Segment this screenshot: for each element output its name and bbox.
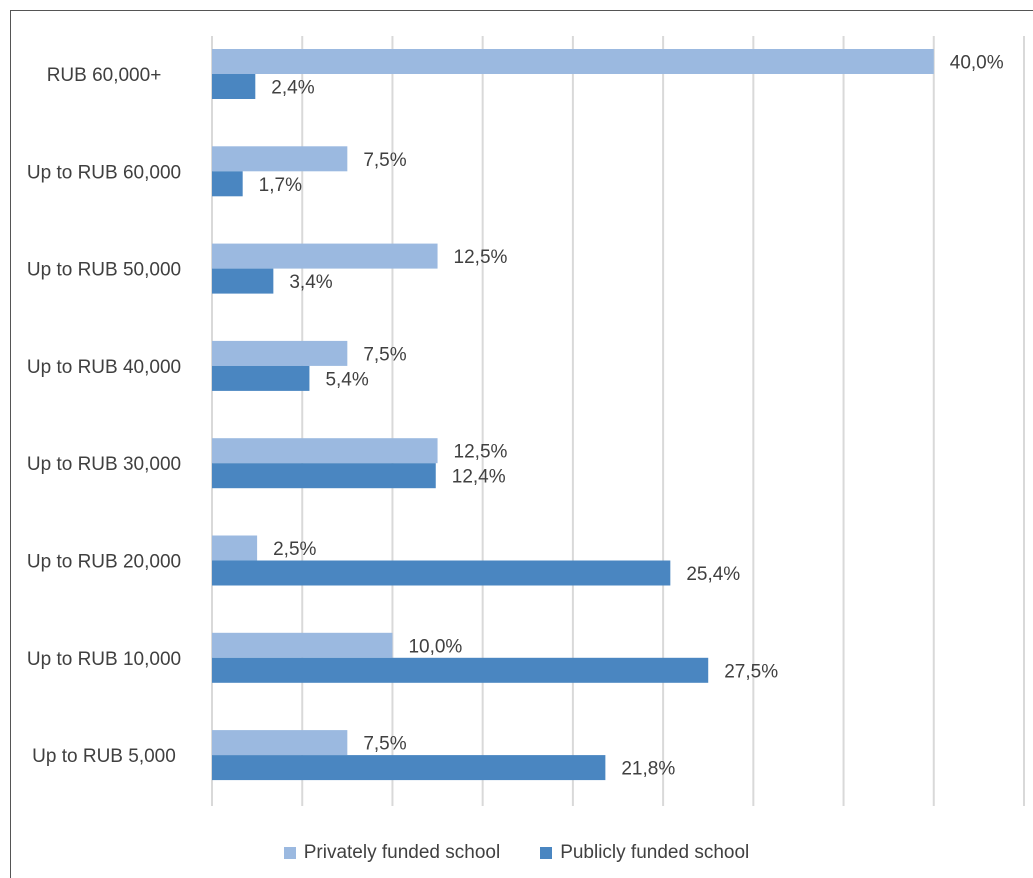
data-label-public: 21,8%: [621, 759, 675, 780]
category-label: Up to RUB 60,000: [27, 162, 181, 183]
bar-private: [212, 535, 258, 561]
bar-public: [212, 463, 436, 489]
bar-chart: RUB 60,000+ 40,0% 2,4% Up to RUB 60,000 7,5%…: [27, 36, 1025, 806]
data-label-private: 12,5%: [454, 247, 508, 268]
category-label: Up to RUB 5,000: [32, 746, 176, 767]
data-label-public: 2,4%: [271, 78, 314, 99]
data-label-public: 1,7%: [259, 175, 302, 196]
data-label-private: 40,0%: [950, 53, 1004, 74]
data-label-private: 2,5%: [273, 539, 316, 560]
data-label-private: 7,5%: [363, 734, 406, 755]
category-label: Up to RUB 30,000: [27, 454, 181, 475]
chart-frame: [10, 10, 1033, 878]
category-label: Up to RUB 40,000: [27, 357, 181, 378]
data-label-private: 10,0%: [408, 636, 462, 657]
data-label-public: 3,4%: [289, 272, 332, 293]
legend-item-private: Privately funded school: [283, 842, 501, 864]
category-label: Up to RUB 20,000: [27, 552, 181, 573]
legend: Privately funded school Publicly funded …: [0, 842, 1033, 864]
legend-label-private: Privately funded school: [303, 842, 501, 863]
bar-private: [212, 243, 438, 269]
bar-private: [212, 49, 934, 74]
bar-public: [212, 365, 310, 391]
category-label: RUB 60,000+: [47, 65, 162, 86]
legend-item-public: Publicly funded school: [540, 842, 749, 864]
bar-private: [212, 632, 393, 658]
category-label: Up to RUB 10,000: [27, 649, 181, 670]
bar-public: [212, 268, 274, 294]
data-label-private: 12,5%: [454, 442, 508, 463]
bar-private: [212, 730, 348, 756]
legend-swatch-private: [283, 847, 296, 859]
data-label-private: 7,5%: [363, 344, 406, 365]
bar-public: [212, 560, 671, 586]
category-label: Up to RUB 50,000: [27, 260, 181, 281]
data-label-public: 5,4%: [325, 369, 368, 390]
legend-label-public: Publicly funded school: [560, 842, 750, 863]
bar-private: [212, 438, 438, 464]
bar-public: [212, 755, 606, 781]
bar-private: [212, 146, 348, 172]
data-label-public: 12,4%: [452, 467, 506, 488]
bar-public: [212, 74, 256, 99]
data-label-public: 25,4%: [686, 564, 740, 585]
bar-private: [212, 340, 348, 366]
legend-swatch-public: [540, 847, 553, 859]
bar-public: [212, 657, 709, 683]
data-label-private: 7,5%: [363, 150, 406, 171]
data-label-public: 27,5%: [724, 661, 778, 682]
bar-public: [212, 171, 243, 197]
